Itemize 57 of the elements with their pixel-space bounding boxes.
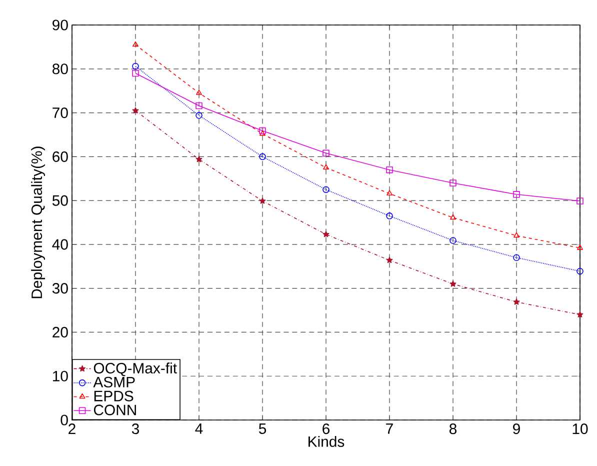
point — [576, 311, 584, 318]
x-tick-label: 2 — [68, 424, 76, 434]
point — [132, 41, 138, 47]
legend-label: OCQ-Max-fit — [94, 362, 177, 376]
point — [259, 127, 266, 134]
x-tick-label: 8 — [450, 424, 456, 434]
legend-label: ASMP — [93, 376, 135, 388]
point — [386, 256, 393, 264]
y-axis-title: Deployment Quality(%) — [31, 146, 46, 298]
legend-label: CONN — [94, 404, 136, 416]
y-tick-label: 70 — [52, 107, 68, 118]
y-tick-label: 80 — [52, 64, 68, 74]
point — [132, 70, 139, 77]
point — [450, 280, 456, 287]
point — [322, 150, 330, 157]
point — [196, 156, 202, 162]
point — [259, 198, 266, 204]
point — [196, 90, 202, 95]
point — [450, 214, 456, 220]
point — [450, 180, 456, 186]
point — [132, 107, 139, 114]
y-tick-label: 40 — [52, 239, 68, 250]
y-tick-label: 50 — [52, 195, 68, 206]
point — [513, 298, 520, 305]
x-tick-label: 5 — [258, 424, 266, 434]
point — [322, 230, 330, 238]
y-tick-label: 30 — [52, 283, 68, 294]
point — [323, 164, 329, 170]
point — [576, 268, 584, 275]
legend-label: EPDS — [94, 390, 134, 402]
y-tick-label: 10 — [53, 370, 68, 382]
point — [259, 153, 266, 160]
point — [513, 191, 520, 198]
y-tick-label: 0 — [60, 414, 68, 426]
point — [196, 102, 202, 110]
point — [322, 186, 330, 193]
point — [132, 62, 139, 70]
point — [386, 190, 392, 196]
point — [386, 166, 393, 174]
x-tick-label: 9 — [513, 424, 520, 434]
point — [514, 232, 520, 238]
point — [576, 198, 584, 204]
x-tick-label: 4 — [195, 424, 203, 434]
y-tick-label: 90 — [52, 20, 68, 30]
x-tick-label: 3 — [132, 424, 139, 434]
x-tick-label: 6 — [322, 424, 330, 434]
y-tick-label: 20 — [52, 326, 68, 338]
y-tick-label: 60 — [52, 151, 68, 162]
x-tick-label: 10 — [572, 424, 588, 434]
x-axis-title: Kinds — [308, 436, 344, 447]
x-tick-label: 7 — [386, 424, 393, 434]
point — [260, 130, 266, 136]
point — [386, 212, 393, 220]
point — [450, 237, 456, 244]
point — [196, 112, 202, 119]
point — [513, 254, 520, 261]
point — [577, 244, 583, 250]
